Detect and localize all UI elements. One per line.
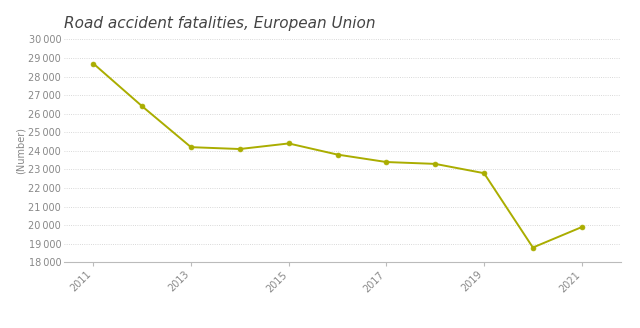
Y-axis label: (Number): (Number)	[15, 127, 26, 174]
Text: Road accident fatalities, European Union: Road accident fatalities, European Union	[64, 16, 376, 31]
